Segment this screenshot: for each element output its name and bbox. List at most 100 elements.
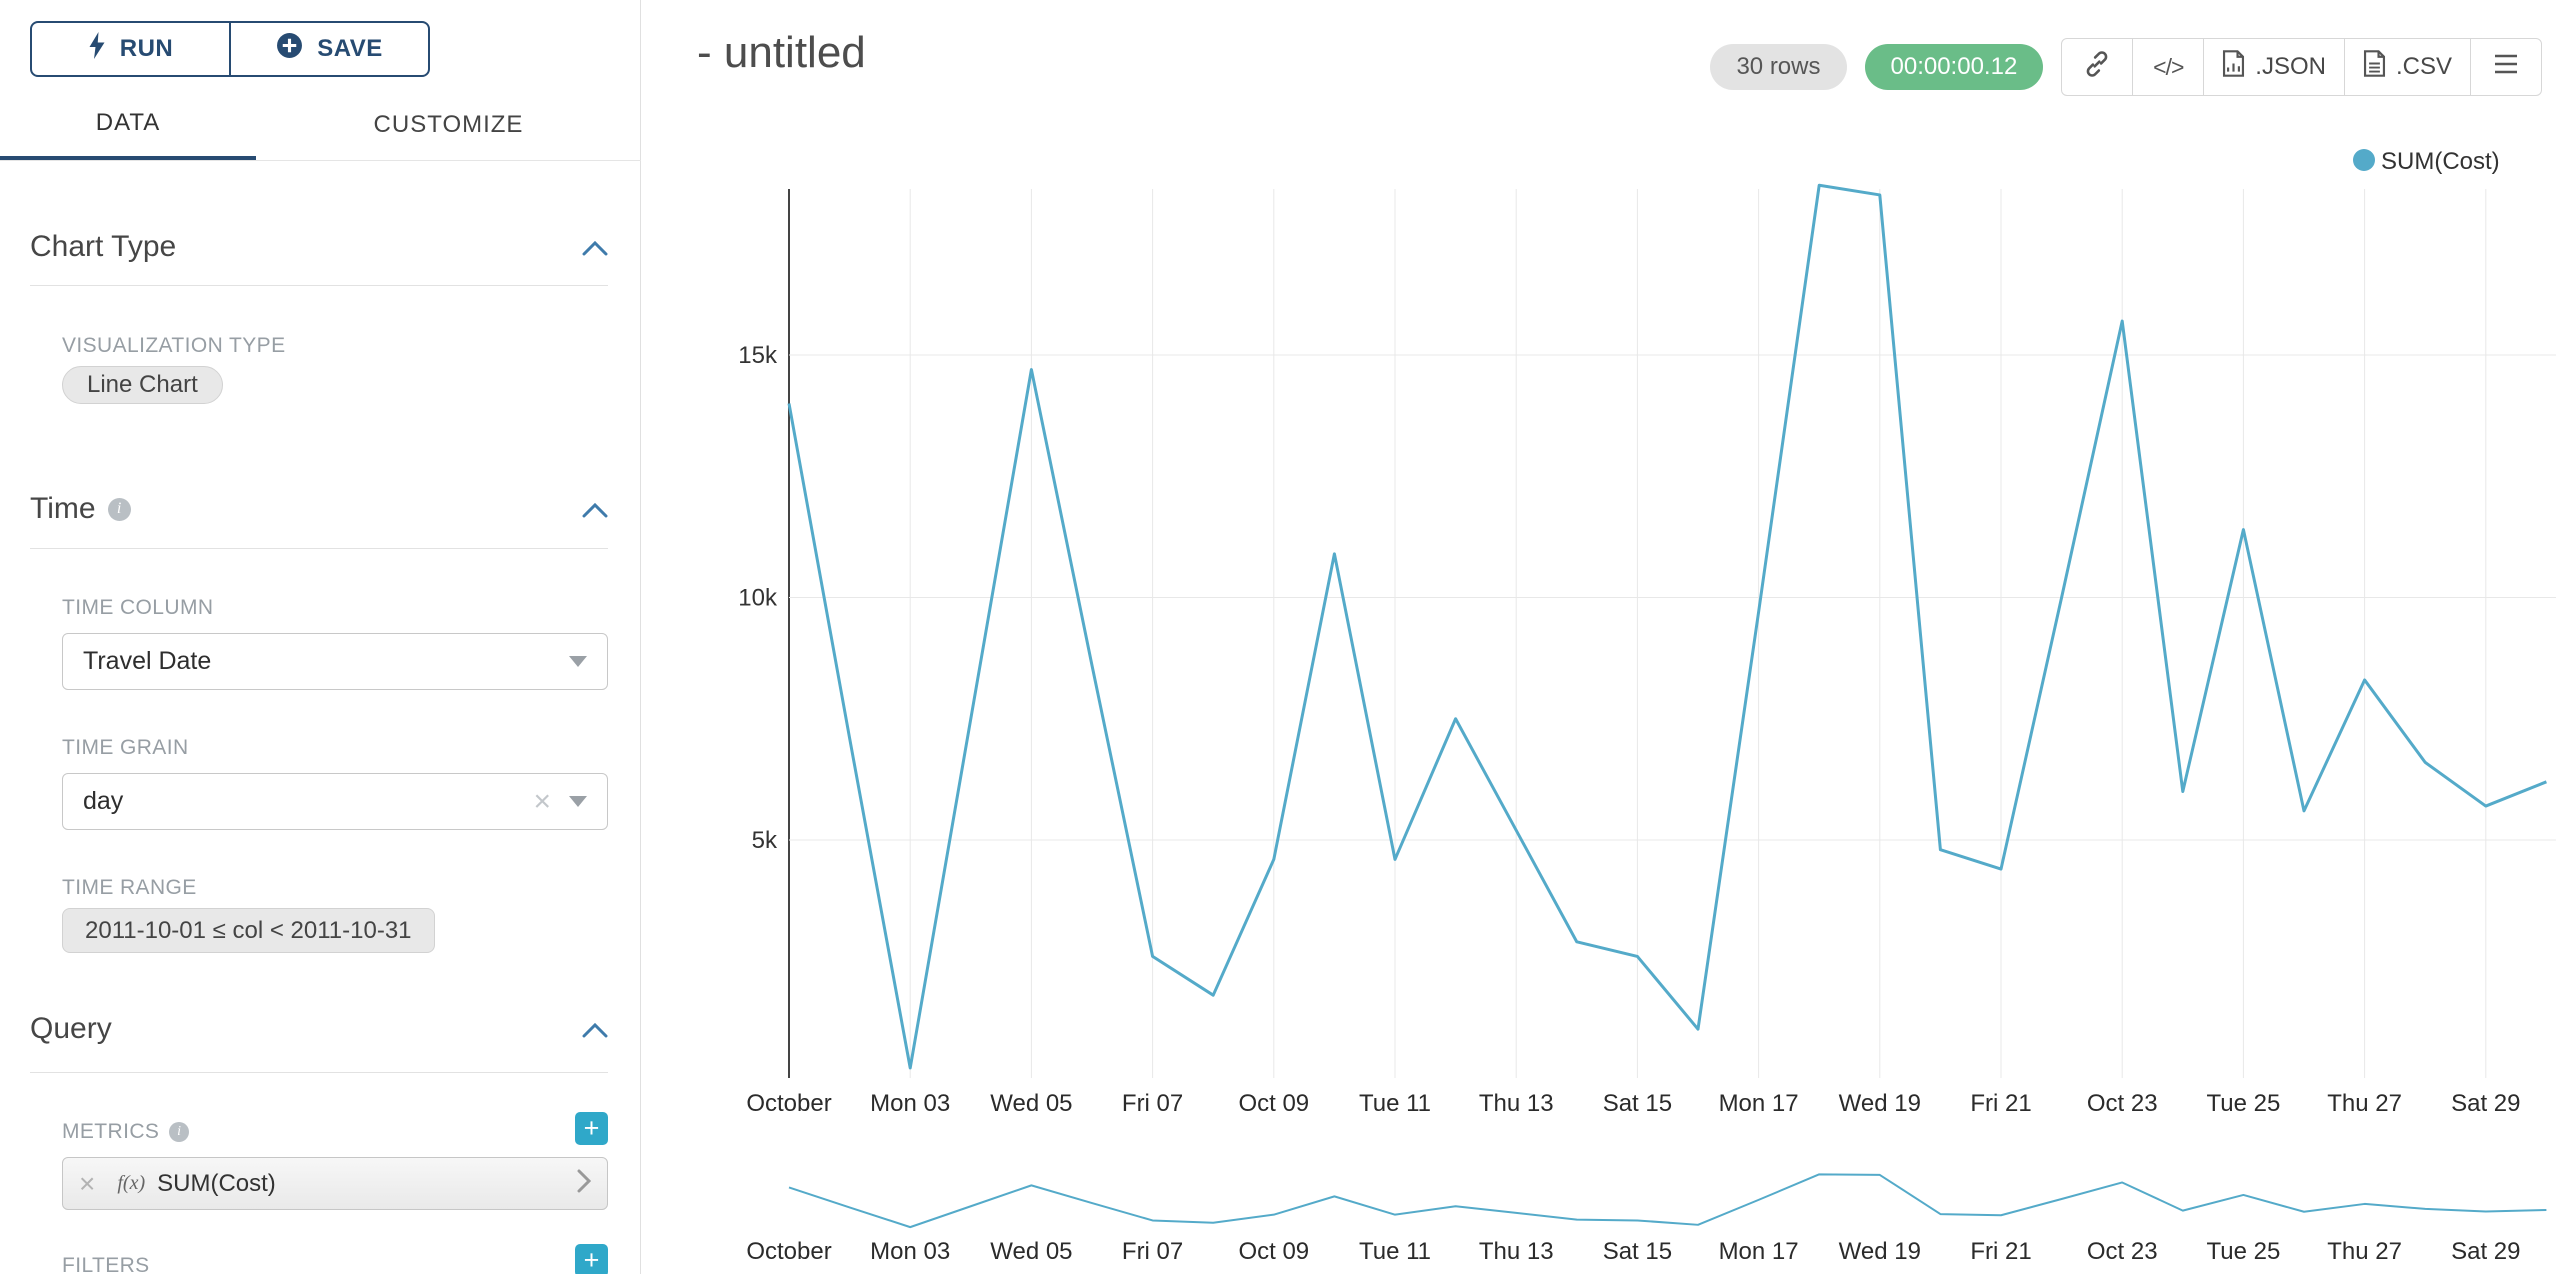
time-grain-value: day <box>83 787 124 815</box>
time-column-value: Travel Date <box>83 647 212 675</box>
section-chart-type-title: Chart Type <box>30 230 177 263</box>
run-save-group: RUN SAVE <box>30 21 430 77</box>
run-button[interactable]: RUN <box>30 21 231 77</box>
section-chart-type-header: Chart Type <box>30 230 608 264</box>
tab-customize[interactable]: CUSTOMIZE <box>373 111 524 138</box>
chevron-down-icon <box>569 796 587 807</box>
svg-text:Wed 19: Wed 19 <box>1839 1090 1921 1117</box>
svg-text:October: October <box>746 1090 831 1117</box>
svg-text:Fri 07: Fri 07 <box>1122 1238 1183 1265</box>
svg-text:Tue 11: Tue 11 <box>1359 1238 1431 1265</box>
svg-text:Oct 09: Oct 09 <box>1238 1090 1309 1117</box>
filters-label: FILTERS <box>62 1254 150 1274</box>
file-icon <box>2363 50 2386 84</box>
svg-text:Thu 27: Thu 27 <box>2327 1090 2402 1117</box>
time-range-label: TIME RANGE <box>62 876 197 899</box>
svg-text:SUM(Cost): SUM(Cost) <box>2381 148 2500 175</box>
svg-text:Mon 17: Mon 17 <box>1719 1238 1799 1265</box>
time-range-value[interactable]: 2011-10-01 ≤ col < 2011-10-31 <box>62 908 435 953</box>
svg-text:Thu 13: Thu 13 <box>1479 1090 1554 1117</box>
svg-text:Mon 03: Mon 03 <box>870 1090 950 1117</box>
add-filter-button[interactable]: + <box>575 1244 608 1274</box>
time-column-label: TIME COLUMN <box>62 596 214 619</box>
visualization-type-label: VISUALIZATION TYPE <box>62 334 286 357</box>
chevron-up-icon[interactable] <box>582 492 608 526</box>
time-grain-select[interactable]: day × <box>62 773 608 830</box>
svg-text:Thu 13: Thu 13 <box>1479 1238 1554 1265</box>
metrics-label: METRICS i <box>62 1120 190 1144</box>
svg-text:15k: 15k <box>738 342 778 369</box>
row-count-badge: 30 rows <box>1710 44 1847 90</box>
embed-code-button[interactable]: </> <box>2132 38 2205 96</box>
query-timer-badge: 00:00:00.12 <box>1864 44 2044 90</box>
svg-text:10k: 10k <box>738 585 778 612</box>
panel-tabs: DATA CUSTOMIZE <box>0 90 641 161</box>
code-icon: </> <box>2153 53 2184 80</box>
metric-option[interactable]: × f(x) SUM(Cost) <box>62 1157 608 1210</box>
section-divider <box>30 285 608 286</box>
info-icon: i <box>107 497 131 521</box>
lightning-icon <box>88 32 106 66</box>
export-json-label: .JSON <box>2255 53 2326 80</box>
hamburger-icon <box>2493 53 2519 82</box>
remove-metric-icon[interactable]: × <box>79 1167 96 1199</box>
svg-text:Mon 17: Mon 17 <box>1719 1090 1799 1117</box>
section-divider <box>30 548 608 549</box>
save-button[interactable]: SAVE <box>229 21 430 77</box>
run-button-label: RUN <box>119 35 174 62</box>
svg-text:Sat 29: Sat 29 <box>2451 1090 2520 1117</box>
plus-circle-icon <box>276 32 303 66</box>
svg-text:Oct 23: Oct 23 <box>2087 1090 2158 1117</box>
svg-text:Oct 09: Oct 09 <box>1238 1238 1309 1265</box>
svg-text:October: October <box>746 1238 831 1265</box>
svg-text:Wed 05: Wed 05 <box>990 1090 1072 1117</box>
menu-button[interactable] <box>2470 38 2542 96</box>
clear-icon[interactable]: × <box>533 784 551 818</box>
tab-data[interactable]: DATA <box>0 90 256 160</box>
function-icon: f(x) <box>117 1172 146 1194</box>
time-column-select[interactable]: Travel Date <box>62 633 608 690</box>
time-grain-label: TIME GRAIN <box>62 736 189 759</box>
svg-text:Wed 05: Wed 05 <box>990 1238 1072 1265</box>
save-button-label: SAVE <box>317 35 383 62</box>
svg-text:Oct 23: Oct 23 <box>2087 1238 2158 1265</box>
line-chart[interactable]: October October Mon 03 Mon 03 Wed 05 Wed 05 Fr… <box>641 0 2576 1274</box>
svg-text:Fri 21: Fri 21 <box>1970 1238 2031 1265</box>
metrics-label-text: METRICS <box>62 1120 160 1143</box>
svg-text:Mon 03: Mon 03 <box>870 1238 950 1265</box>
export-toolbar: </> .JSON .CSV <box>2061 38 2542 96</box>
metric-name: SUM(Cost) <box>157 1169 276 1197</box>
svg-text:Thu 27: Thu 27 <box>2327 1238 2402 1265</box>
section-time-header: Time i <box>30 492 608 526</box>
svg-text:5k: 5k <box>752 827 778 854</box>
visualization-type-value[interactable]: Line Chart <box>62 366 223 404</box>
svg-text:Tue 25: Tue 25 <box>2206 1238 2280 1265</box>
control-panel: RUN SAVE DATA CUSTOMIZE Chart Type VISUA… <box>0 0 641 1274</box>
file-icon <box>2222 50 2245 84</box>
info-icon: i <box>169 1122 190 1142</box>
chevron-up-icon[interactable] <box>582 1012 608 1046</box>
chart-header-actions: 30 rows 00:00:00.12 </> .JSON <box>1710 38 2542 96</box>
svg-text:Sat 15: Sat 15 <box>1603 1090 1672 1117</box>
svg-text:Fri 07: Fri 07 <box>1122 1090 1183 1117</box>
chevron-right-icon[interactable] <box>577 1169 592 1198</box>
svg-text:Fri 21: Fri 21 <box>1970 1090 2031 1117</box>
export-csv-button[interactable]: .CSV <box>2343 38 2471 96</box>
export-json-button[interactable]: .JSON <box>2203 38 2345 96</box>
chevron-down-icon <box>569 656 587 667</box>
svg-text:Tue 25: Tue 25 <box>2206 1090 2280 1117</box>
svg-text:Wed 19: Wed 19 <box>1839 1238 1921 1265</box>
svg-text:Tue 11: Tue 11 <box>1359 1090 1431 1117</box>
export-csv-label: .CSV <box>2395 53 2452 80</box>
section-query-header: Query <box>30 1012 608 1046</box>
svg-text:Sat 29: Sat 29 <box>2451 1238 2520 1265</box>
chevron-up-icon[interactable] <box>582 230 608 264</box>
section-query-title: Query <box>30 1012 112 1045</box>
section-divider <box>30 1072 608 1073</box>
chart-container: - untitled 30 rows 00:00:00.12 </> .JSON <box>641 0 2576 1274</box>
chart-title[interactable]: - untitled <box>697 28 866 77</box>
add-metric-button[interactable]: + <box>575 1112 608 1145</box>
link-icon <box>2083 50 2111 85</box>
section-time-title: Time <box>30 492 96 525</box>
